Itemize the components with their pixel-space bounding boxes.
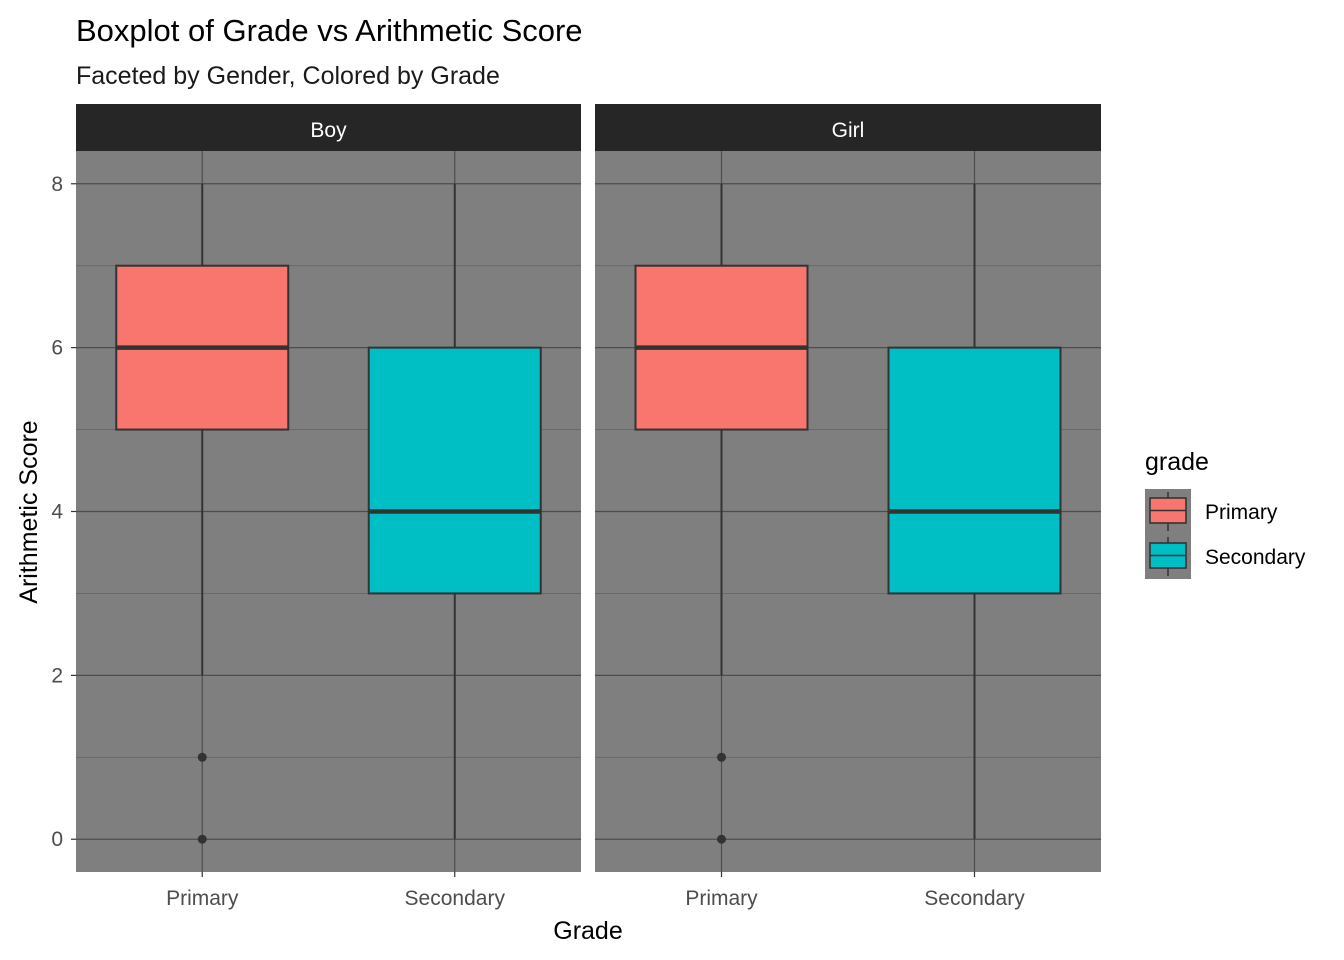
box-iqr [887,346,1062,595]
chart-subtitle: Faceted by Gender, Colored by Grade [76,62,500,90]
facet-strip-label: Girl [832,119,865,142]
box-primary [634,183,809,844]
facet-strip [76,104,581,151]
box-secondary [367,183,542,840]
facet-panel-0: Boy Primary Secondary [76,104,581,910]
x-tick-label: Secondary [924,887,1025,910]
chart-title: Boxplot of Grade vs Arithmetic Score [76,13,583,48]
legend: grade Primary Secondary [1145,448,1306,579]
box-iqr [367,346,542,595]
legend-label-primary: Primary [1205,501,1278,524]
x-axis-label: Grade [553,917,622,945]
x-tick-label: Secondary [405,887,506,910]
legend-title: grade [1145,448,1209,476]
y-tick-label: 8 [51,173,63,196]
outlier-point [197,752,207,762]
x-tick-label: Primary [685,887,758,910]
y-axis-label: Arithmetic Score [15,420,43,603]
outlier-point [717,752,726,762]
x-tick-label: Primary [166,887,239,910]
y-tick-label: 2 [51,664,63,687]
y-tick-label: 4 [51,501,63,524]
facet-strip-label: Boy [310,119,347,142]
facet-panels: Boy Primary Secondary Girl Primary Secondary 0… [51,104,1101,910]
box-primary [115,183,290,844]
outlier-point [717,834,726,844]
y-tick-label: 6 [51,337,63,360]
outlier-point [197,834,207,844]
y-axis: 0 2 4 6 8 [51,173,76,851]
box-secondary [887,183,1062,840]
legend-label-secondary: Secondary [1205,546,1306,569]
facet-strip [595,104,1101,151]
facet-panel-1: Girl Primary Secondary [595,104,1101,910]
y-tick-label: 0 [51,828,63,851]
